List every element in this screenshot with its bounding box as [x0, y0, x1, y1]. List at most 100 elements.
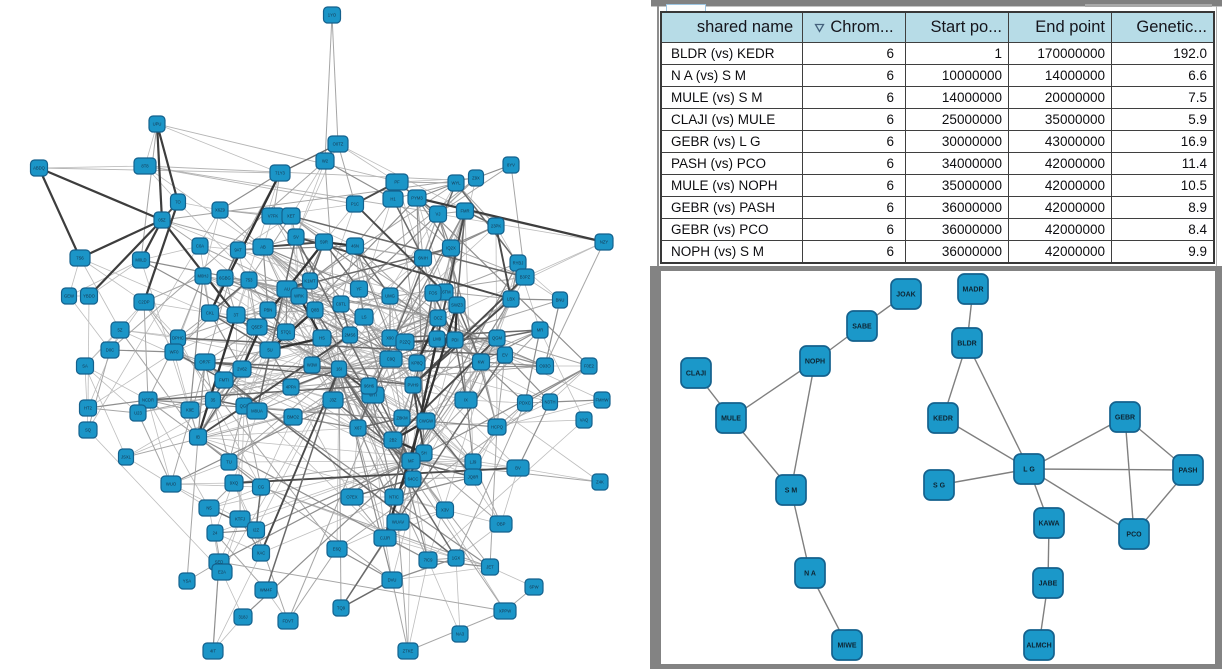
svg-text:753: 753 [246, 278, 254, 283]
svg-text:SED: SED [215, 560, 224, 565]
svg-text:CKL: CKL [206, 311, 215, 316]
svg-text:ALMCH: ALMCH [1026, 643, 1051, 650]
svg-text:HS: HS [319, 336, 325, 341]
svg-text:71Y3: 71Y3 [275, 171, 285, 176]
svg-text:35: 35 [211, 398, 216, 403]
svg-text:ABDQ: ABDQ [33, 166, 46, 171]
svg-text:7S6: 7S6 [76, 256, 84, 261]
svg-text:JSXL: JSXL [121, 455, 132, 460]
svg-text:9AT: 9AT [234, 248, 242, 253]
svg-text:7IC9: 7IC9 [424, 558, 434, 563]
svg-text:NTIC: NTIC [389, 495, 399, 500]
svg-text:JET: JET [486, 565, 494, 570]
svg-text:FMHW: FMHW [595, 398, 608, 403]
svg-text:2MS6: 2MS6 [345, 333, 357, 338]
svg-text:46N: 46N [351, 244, 359, 249]
svg-text:C9TL: C9TL [336, 302, 347, 307]
svg-text:IX: IX [464, 398, 468, 403]
svg-text:KW: KW [478, 360, 485, 365]
svg-text:I2Z: I2Z [253, 528, 259, 533]
svg-text:K9E: K9E [186, 408, 194, 413]
svg-text:NCDR: NCDR [142, 398, 154, 403]
svg-text:WF0: WF0 [170, 350, 180, 355]
svg-text:M0HJ: M0HJ [198, 274, 209, 279]
svg-text:FMR: FMR [460, 209, 469, 214]
svg-text:9XQ: 9XQ [230, 481, 239, 486]
svg-text:VJ: VJ [436, 212, 441, 217]
svg-text:PF: PF [394, 180, 400, 185]
svg-text:WTI: WTI [369, 393, 377, 398]
svg-text:OCZ: OCZ [434, 316, 443, 321]
svg-text:SV: SV [293, 235, 299, 240]
svg-text:KTFJ: KTFJ [235, 517, 245, 522]
svg-text:1YO: 1YO [328, 13, 337, 18]
svg-text:CWGW: CWGW [419, 419, 433, 424]
svg-text:JOAK: JOAK [896, 292, 915, 299]
svg-text:C2DP: C2DP [138, 300, 149, 305]
svg-text:UMG: UMG [385, 294, 395, 299]
svg-text:LM9: LM9 [433, 337, 442, 342]
svg-text:6NIH: 6NIH [418, 256, 428, 261]
svg-text:HCPQ: HCPQ [491, 425, 504, 430]
svg-text:Q8B: Q8B [311, 308, 320, 313]
svg-text:MIWE: MIWE [837, 643, 856, 650]
svg-text:WM4F: WM4F [260, 588, 273, 593]
svg-text:VAQ: VAQ [580, 418, 589, 423]
svg-text:2B2: 2B2 [389, 438, 397, 443]
svg-text:XPPW: XPPW [499, 609, 511, 614]
svg-text:N3TH: N3TH [545, 400, 556, 405]
svg-text:C0A: C0A [196, 244, 204, 249]
svg-text:Q5EP: Q5EP [251, 325, 262, 330]
svg-text:PYM3: PYM3 [411, 196, 423, 201]
svg-text:O93O: O93O [539, 364, 551, 369]
svg-text:Z8KM: Z8KM [396, 416, 408, 421]
svg-text:F0E2: F0E2 [584, 364, 595, 369]
svg-text:WRK: WRK [294, 294, 304, 299]
svg-text:SA: SA [82, 364, 88, 369]
svg-text:4IT: 4IT [210, 649, 216, 654]
svg-text:NZY: NZY [600, 240, 609, 245]
svg-text:V7FK: V7FK [268, 214, 279, 219]
svg-text:IQ2X: IQ2X [446, 246, 456, 251]
svg-text:4PPA: 4PPA [286, 385, 297, 390]
svg-text:PASH: PASH [1179, 468, 1198, 475]
svg-text:BV: BV [515, 466, 521, 471]
svg-text:GEBR: GEBR [1115, 415, 1135, 422]
svg-text:Z9X: Z9X [472, 176, 480, 181]
svg-text:EV: EV [502, 353, 508, 358]
svg-text:5U: 5U [267, 348, 272, 353]
svg-text:E2A: E2A [218, 570, 226, 575]
svg-text:O7EX: O7EX [346, 495, 357, 500]
svg-text:X6Z9: X6Z9 [215, 208, 226, 213]
svg-text:D0C: D0C [106, 348, 114, 353]
svg-text:XAC: XAC [257, 551, 266, 556]
svg-text:U23: U23 [134, 411, 142, 416]
svg-text:FDVT: FDVT [283, 619, 294, 624]
svg-text:TU: TU [226, 460, 232, 465]
svg-text:LS: LS [361, 315, 366, 320]
svg-text:LBX: LBX [507, 297, 515, 302]
svg-text:FOS: FOS [429, 291, 438, 296]
svg-text:YBDO: YBDO [83, 294, 96, 299]
svg-text:N5: N5 [206, 506, 212, 511]
svg-text:M8UA: M8UA [251, 409, 263, 414]
svg-text:8T8: 8T8 [141, 164, 149, 169]
svg-text:X67: X67 [354, 426, 362, 431]
svg-text:CLAJI: CLAJI [686, 371, 706, 378]
svg-text:8YV: 8YV [507, 163, 515, 168]
svg-text:NOPH: NOPH [805, 359, 825, 366]
svg-text:6PW: 6PW [529, 585, 538, 590]
svg-text:WYL: WYL [451, 181, 461, 186]
svg-text:3T: 3T [234, 313, 239, 318]
svg-text:5H: 5H [421, 451, 426, 456]
svg-text:C9Q: C9Q [387, 357, 396, 362]
svg-text:ZTKE: ZTKE [403, 649, 414, 654]
svg-text:6GBG: 6GBG [219, 276, 231, 281]
svg-text:SABE: SABE [852, 324, 872, 331]
svg-text:K1MT: K1MT [304, 279, 316, 284]
svg-text:GEW: GEW [64, 294, 74, 299]
svg-text:PDXC: PDXC [519, 401, 531, 406]
svg-text:TQ9: TQ9 [337, 606, 346, 611]
svg-text:H1: H1 [390, 197, 396, 202]
svg-text:BNU: BNU [556, 298, 565, 303]
